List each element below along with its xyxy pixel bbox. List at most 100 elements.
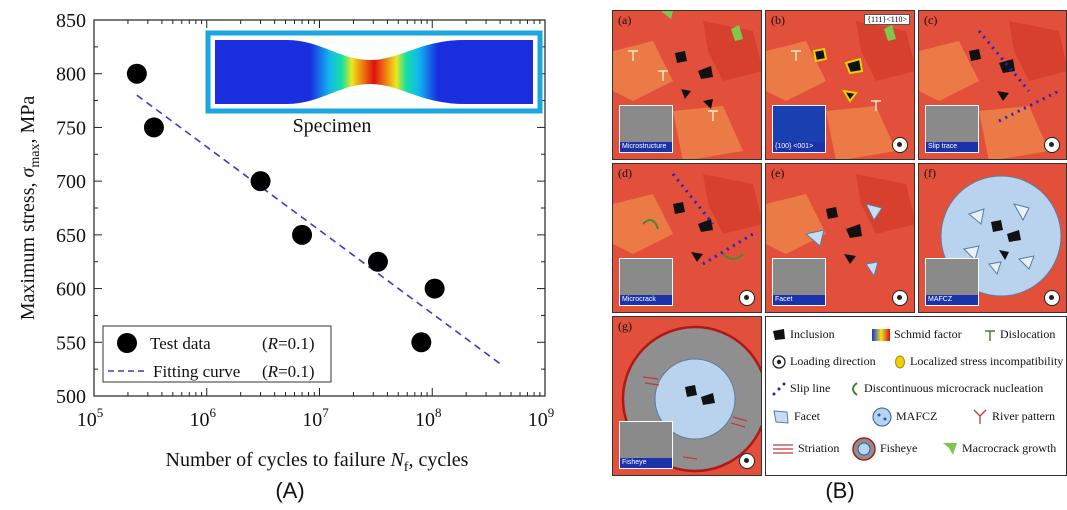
cell-b-label: (b) [771, 13, 785, 27]
test-data-point [126, 63, 147, 84]
loading-direction-icon [1044, 290, 1060, 306]
y-tick-label: 650 [56, 225, 86, 247]
loading-direction-icon [892, 137, 908, 153]
specimen-shape [215, 40, 533, 104]
fisheye-mafcz [654, 358, 736, 440]
legend-facet: Facet [772, 409, 820, 425]
cell-f-inset: MAFCZ [925, 258, 979, 306]
caption-b: (B) [825, 478, 855, 503]
cell-d: (d) Microcrack [612, 163, 762, 313]
slip-line-icon [772, 382, 786, 396]
cell-f-inset-caption: MAFCZ [926, 295, 978, 305]
y-tick-label: 550 [56, 332, 86, 354]
cell-e: (e) Facet [765, 163, 915, 313]
cell-a-inset-caption: Microstructure [620, 142, 672, 152]
specimen-label: Specimen [293, 115, 372, 137]
legend-striation: Striation [772, 441, 839, 456]
stress-life-chart-panel: 500 550 600 650 700 750 800 850 105 106 107 108 109 … [17, 10, 555, 503]
fisheye-icon [852, 437, 876, 461]
cell-d-label: (d) [618, 166, 632, 180]
test-data-point [292, 224, 313, 245]
legend-fitting-curve-condition: (R=0.1) [262, 362, 315, 381]
legend-microcrack-nucleation: Discontinuous microcrack nucleation [848, 381, 1043, 397]
x-tick-label: 106 [190, 405, 217, 431]
cell-a-label: (a) [618, 13, 632, 27]
loading-direction-icon [739, 290, 755, 306]
legend-loading-direction: Loading direction [772, 354, 876, 369]
test-data-point [143, 117, 164, 138]
legend-schmid-factor: Schmid factor [872, 327, 962, 342]
x-axis-title: Number of cycles to failure Nf, cycles [166, 449, 469, 475]
loading-direction-icon [772, 355, 786, 369]
legend-slip-line: Slip line [772, 381, 830, 396]
cell-a: (a) Microstructure [612, 10, 762, 160]
cell-g: (g) Fisheye [612, 316, 762, 476]
schematic-legend: Inclusion Schmid factor Dislocation Load… [765, 316, 1067, 476]
y-tick-label: 600 [56, 279, 86, 301]
loading-direction-icon [1044, 137, 1060, 153]
cell-e-inset: Facet [772, 258, 826, 306]
striation-icon [773, 444, 793, 454]
y-tick-label: 700 [56, 171, 86, 193]
test-data-point [250, 171, 271, 192]
legend-river-pattern: River pattern [972, 409, 1055, 425]
y-tick-label: 500 [56, 386, 86, 408]
macrocrack-growth-icon [943, 443, 957, 456]
x-tick-label: 109 [528, 405, 555, 431]
dislocation-icon [985, 330, 995, 342]
x-tick-label: 107 [302, 405, 329, 431]
cell-d-inset: Microcrack [619, 258, 673, 306]
legend-macrocrack-growth: Macrocrack growth [942, 441, 1056, 456]
fitting-curve [136, 94, 501, 365]
cell-d-inset-caption: Microcrack [620, 295, 672, 305]
y-tick-label: 800 [56, 64, 86, 86]
chart-legend-box [102, 325, 332, 383]
cell-f-label: (f) [924, 166, 936, 180]
specimen-inset [205, 30, 543, 114]
river-pattern-icon [973, 409, 987, 425]
cell-b-slip-system-tag: {111}<110> [864, 14, 910, 25]
loading-direction-icon [739, 453, 755, 469]
caption-a: (A) [275, 478, 305, 503]
cell-g-label: (g) [618, 319, 632, 333]
chart-legend: Test data (R=0.1) Fitting curve (R=0.1) [102, 325, 332, 383]
cell-e-inset-caption: Facet [773, 295, 825, 305]
legend-dislocation: Dislocation [984, 327, 1055, 342]
mafcz-icon [872, 407, 892, 427]
x-tick-label: 105 [77, 405, 104, 431]
stress-incompatibility-icon [895, 355, 905, 369]
legend-test-data-label: Test data [150, 334, 211, 353]
cell-b-grains [766, 21, 914, 159]
legend-fisheye: Fisheye [852, 437, 917, 461]
test-data-point [424, 278, 445, 299]
cell-e-grains [766, 174, 914, 278]
y-axis-title: Maximum stress, σmax, MPa [17, 96, 43, 321]
cell-d-grains [613, 173, 761, 266]
legend-test-data-condition: (R=0.1) [262, 334, 315, 353]
x-tick-label: 108 [415, 405, 442, 431]
legend-test-data-marker [117, 333, 137, 353]
cell-a-grains [613, 11, 761, 159]
cell-b: (b) {111}<110> {100} <001> [765, 10, 915, 160]
loading-direction-icon [892, 290, 908, 306]
microcrack-icon [852, 382, 858, 397]
test-data-point [411, 332, 432, 353]
cell-c-grains [919, 21, 1066, 159]
cell-c-label: (c) [924, 13, 938, 27]
cell-b-inset-caption: {100} <001> [773, 142, 825, 152]
legend-mafcz: MAFCZ [872, 407, 937, 427]
cell-g-inset: Fisheye [619, 421, 673, 469]
legend-inclusion: Inclusion [772, 327, 835, 342]
cell-e-label: (e) [771, 166, 785, 180]
y-tick-label: 750 [56, 117, 86, 139]
test-data-point [367, 251, 388, 272]
schmid-factor-icon [872, 329, 890, 342]
cell-a-inset: Microstructure [619, 105, 673, 153]
cell-b-inset: {100} <001> [772, 105, 826, 153]
y-tick-label: 850 [56, 10, 86, 32]
inclusion-icon [773, 329, 785, 341]
legend-fitting-curve-label: Fitting curve [153, 362, 240, 381]
legend-stress-incompatibility: Localized stress incompatibility [894, 354, 1063, 369]
facet-icon [773, 410, 789, 424]
